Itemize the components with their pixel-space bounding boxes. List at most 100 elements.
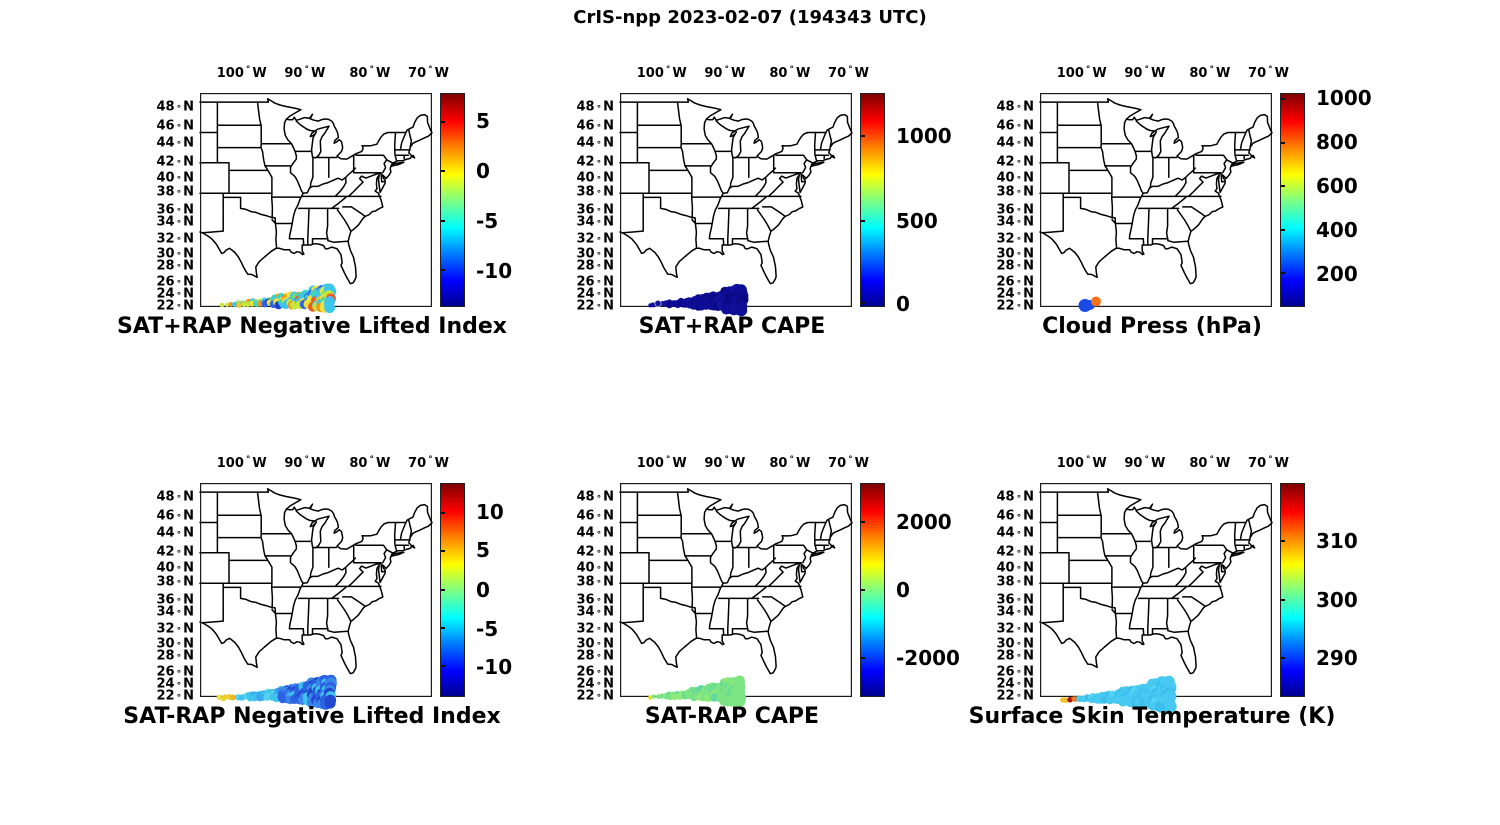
degree-symbol: ° [428, 455, 433, 465]
latitude-tick-label: 32 ° N [157, 621, 194, 636]
map-plot [199, 93, 433, 314]
latitude-value: 36 [996, 592, 1015, 608]
latitude-value: 24 [576, 676, 595, 692]
degree-symbol: ° [596, 175, 602, 186]
map-canvas [199, 93, 433, 314]
degree-symbol: ° [1016, 565, 1022, 576]
colorbar [1280, 93, 1305, 307]
hemisphere-letter: W [1150, 66, 1166, 81]
latitude-tick-label: 36 ° N [577, 593, 614, 608]
colorbar-tick-label: 5 [476, 108, 490, 133]
hemisphere-letter: W [252, 456, 267, 471]
colorbar-tick-label: 290 [1316, 646, 1358, 671]
hemisphere-letter: W [672, 456, 687, 471]
map-canvas [619, 93, 853, 317]
colorbar-tick-mark [861, 656, 865, 659]
longitude-value: 100 [1056, 456, 1084, 471]
hemisphere-letter: W [672, 66, 687, 81]
latitude-tick-label: 48 ° N [997, 99, 1034, 114]
degree-symbol: ° [1016, 653, 1022, 664]
degree-symbol: ° [1268, 455, 1273, 465]
latitude-value: 22 [156, 688, 175, 704]
degree-symbol: ° [596, 579, 602, 590]
degree-symbol: ° [596, 303, 602, 314]
degree-symbol: ° [176, 597, 182, 608]
latitude-value: 28 [576, 648, 595, 664]
hemisphere-letter: N [1023, 274, 1034, 290]
degree-symbol: ° [176, 279, 182, 290]
latitude-tick-label: 34 ° N [997, 605, 1034, 620]
degree-symbol: ° [176, 236, 182, 247]
degree-symbol: ° [596, 641, 602, 652]
longitude-value: 80 [769, 456, 788, 471]
latitude-value: 36 [576, 202, 595, 218]
longitude-tick-label: 70 ° W [1248, 65, 1289, 81]
latitude-value: 26 [996, 664, 1015, 680]
hemisphere-letter: N [1023, 135, 1034, 151]
longitude-value: 70 [408, 456, 427, 471]
hemisphere-letter: N [603, 274, 614, 290]
hemisphere-letter: N [603, 592, 614, 608]
degree-symbol: ° [1016, 681, 1022, 692]
colorbar-tick-mark [861, 220, 865, 223]
longitude-axis: 100 ° W 90 ° W 80 ° W 70 ° W [200, 455, 449, 475]
hemisphere-letter: N [1023, 525, 1034, 541]
latitude-value: 48 [576, 489, 595, 505]
longitude-value: 80 [769, 66, 788, 81]
colorbar-tick-label: 300 [1316, 587, 1358, 612]
latitude-tick-label: 44 ° N [577, 526, 614, 541]
longitude-tick-label: 80 ° W [349, 65, 390, 81]
latitude-tick-label: 34 ° N [157, 215, 194, 230]
hemisphere-letter: N [183, 621, 194, 637]
map-canvas [619, 483, 853, 708]
degree-symbol: ° [724, 455, 729, 465]
footprint-dot [219, 302, 225, 308]
latitude-value: 34 [156, 604, 175, 620]
latitude-tick-label: 30 ° N [997, 246, 1034, 261]
latitude-value: 48 [156, 99, 175, 115]
hemisphere-letter: N [1023, 154, 1034, 170]
latitude-value: 42 [576, 154, 595, 170]
longitude-tick-label: 90 ° W [704, 455, 745, 471]
latitude-value: 28 [996, 648, 1015, 664]
latitude-value: 30 [576, 246, 595, 262]
degree-symbol: ° [1085, 65, 1091, 75]
degree-symbol: ° [1016, 303, 1022, 314]
hemisphere-letter: N [183, 560, 194, 576]
state-borders [199, 488, 433, 675]
latitude-value: 28 [156, 258, 175, 274]
degree-symbol: ° [176, 579, 182, 590]
latitude-tick-label: 22 ° N [577, 688, 614, 703]
colorbar-tick-label: 500 [896, 209, 938, 234]
degree-symbol: ° [1016, 609, 1022, 620]
latitude-tick-label: 36 ° N [997, 203, 1034, 218]
colorbar-tick-label: -5 [476, 616, 499, 641]
latitude-value: 36 [996, 202, 1015, 218]
latitude-axis: 48 ° N 46 ° N 44 ° N 42 ° N 40 ° N 38 ° N 36 ° N 34 ° N 32 ° N 30 ° N… [136, 93, 194, 313]
latitude-tick-label: 32 ° N [997, 231, 1034, 246]
degree-symbol: ° [304, 455, 309, 465]
latitude-tick-label: 42 ° N [157, 154, 194, 169]
latitude-value: 40 [156, 170, 175, 186]
latitude-value: 40 [576, 170, 595, 186]
axes-frame [1040, 93, 1273, 308]
degree-symbol: ° [176, 140, 182, 151]
colorbar-tick-label: 200 [1316, 261, 1358, 286]
latitude-value: 38 [576, 574, 595, 590]
degree-symbol: ° [596, 669, 602, 680]
degree-symbol: ° [245, 65, 251, 75]
latitude-value: 36 [576, 592, 595, 608]
latitude-value: 40 [996, 170, 1015, 186]
degree-symbol: ° [1016, 693, 1022, 704]
latitude-tick-label: 44 ° N [997, 136, 1034, 151]
footprint-dot [217, 695, 222, 700]
latitude-value: 44 [576, 135, 595, 151]
latitude-value: 34 [996, 214, 1015, 230]
degree-symbol: ° [176, 669, 182, 680]
colorbar-tick-mark [861, 135, 865, 138]
colorbar-tick-mark [441, 170, 445, 173]
latitude-tick-label: 36 ° N [157, 593, 194, 608]
longitude-value: 100 [216, 66, 244, 81]
latitude-value: 30 [996, 246, 1015, 262]
